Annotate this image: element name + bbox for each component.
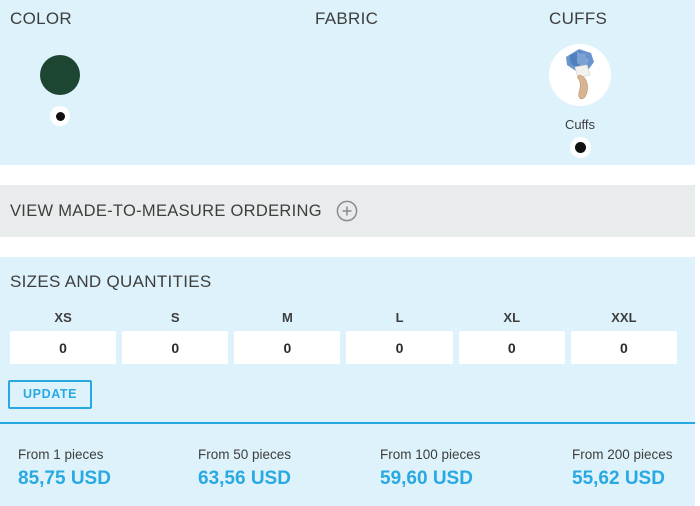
- size-label: XL: [503, 310, 521, 325]
- size-quantity-grid: XS S M L XL XXL: [0, 311, 695, 364]
- size-label: XXL: [611, 310, 637, 325]
- size-label: M: [281, 310, 293, 325]
- tier-label: From 200 pieces: [572, 447, 673, 462]
- size-column-xs: XS: [10, 310, 117, 364]
- cuff-option-image[interactable]: [549, 44, 611, 106]
- size-column-l: L: [346, 310, 453, 364]
- color-option-column: COLOR: [0, 0, 315, 165]
- radio-dot: [55, 111, 65, 121]
- tier-price: 55,62 USD: [572, 468, 665, 489]
- cuffs-option-column: CUFFS Cuffs: [549, 0, 695, 165]
- size-column-xl: XL: [458, 310, 565, 364]
- sizes-section-title: SIZES AND QUANTITIES: [10, 272, 212, 291]
- size-column-m: M: [234, 310, 341, 364]
- color-selected-radio[interactable]: [50, 106, 70, 126]
- tier-price: 63,56 USD: [198, 468, 291, 489]
- sizes-and-quantities-section: SIZES AND QUANTITIES XS S M L XL XXL UPD…: [0, 257, 695, 506]
- section-gap: [0, 165, 700, 185]
- made-to-measure-label: VIEW MADE-TO-MEASURE ORDERING: [10, 201, 322, 220]
- color-column-header: COLOR: [10, 9, 72, 28]
- quantity-input-xs[interactable]: [10, 331, 117, 364]
- radio-dot: [574, 142, 586, 153]
- tier-label: From 50 pieces: [198, 447, 292, 462]
- made-to-measure-bar[interactable]: VIEW MADE-TO-MEASURE ORDERING: [0, 185, 695, 237]
- quantity-input-m[interactable]: [234, 331, 341, 364]
- price-tier-1: From 1 pieces 85,75 USD: [18, 447, 198, 489]
- price-tier-50: From 50 pieces 63,56 USD: [198, 447, 380, 489]
- plus-circle-icon[interactable]: [336, 200, 358, 222]
- size-column-s: S: [122, 310, 229, 364]
- cuffs-column-header: CUFFS: [549, 9, 608, 28]
- cuff-item-label: Cuffs: [564, 117, 596, 132]
- size-label: L: [395, 310, 404, 325]
- price-tier-grid: From 1 pieces 85,75 USD From 50 pieces 6…: [0, 447, 695, 489]
- fabric-option-column: FABRIC: [315, 0, 549, 165]
- tier-label: From 100 pieces: [380, 447, 481, 462]
- green-color-swatch[interactable]: [40, 55, 80, 95]
- quantity-input-xxl[interactable]: [570, 331, 677, 364]
- price-tier-100: From 100 pieces 59,60 USD: [380, 447, 572, 489]
- size-label: S: [170, 310, 180, 325]
- cuffs-selected-radio[interactable]: [569, 137, 591, 158]
- quantity-input-l[interactable]: [346, 331, 453, 364]
- update-button[interactable]: UPDATE: [8, 380, 93, 409]
- shirt-cuff-illustration: [549, 44, 611, 106]
- quantity-input-xl[interactable]: [458, 331, 565, 364]
- product-options-section: COLOR FABRIC CUFFS Cuffs: [0, 0, 695, 165]
- tier-price: 59,60 USD: [380, 468, 473, 489]
- quantity-input-s[interactable]: [122, 331, 229, 364]
- tier-price: 85,75 USD: [18, 468, 111, 489]
- fabric-column-header: FABRIC: [315, 9, 379, 28]
- tier-label: From 1 pieces: [18, 447, 104, 462]
- size-column-xxl: XXL: [570, 310, 677, 364]
- color-swatch-group: [40, 55, 80, 126]
- pricing-divider: [0, 422, 695, 424]
- section-gap: [0, 237, 700, 257]
- price-tier-200: From 200 pieces 55,62 USD: [572, 447, 695, 489]
- size-label: XS: [54, 310, 72, 325]
- cuff-option-group: Cuffs: [549, 44, 611, 158]
